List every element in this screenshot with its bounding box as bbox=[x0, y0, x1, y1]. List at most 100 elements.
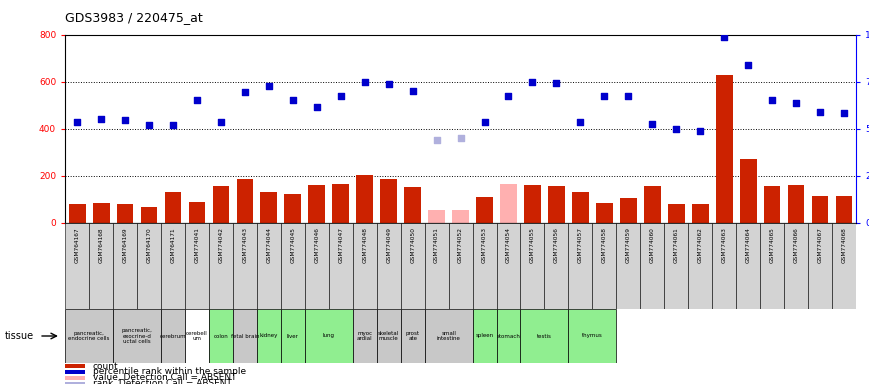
Text: GSM774058: GSM774058 bbox=[602, 227, 607, 263]
Text: prost
ate: prost ate bbox=[406, 331, 420, 341]
Text: thymus: thymus bbox=[582, 333, 603, 339]
Text: rank, Detection Call = ABSENT: rank, Detection Call = ABSENT bbox=[93, 379, 232, 384]
Bar bbox=[521, 223, 545, 309]
Bar bbox=[784, 223, 808, 309]
Text: GSM774046: GSM774046 bbox=[315, 227, 319, 263]
Text: myoc
ardial: myoc ardial bbox=[357, 331, 373, 341]
Text: GSM774051: GSM774051 bbox=[434, 227, 439, 263]
Bar bbox=[161, 223, 185, 309]
Bar bbox=[692, 204, 708, 223]
Bar bbox=[189, 202, 205, 223]
Point bbox=[549, 80, 563, 86]
Bar bbox=[233, 309, 257, 363]
Bar bbox=[332, 184, 349, 223]
Bar bbox=[401, 309, 425, 363]
Point bbox=[454, 135, 468, 141]
Text: cerebrum: cerebrum bbox=[160, 333, 186, 339]
Bar bbox=[137, 223, 161, 309]
Bar bbox=[548, 186, 565, 223]
Text: GSM774057: GSM774057 bbox=[578, 227, 583, 263]
Bar bbox=[716, 74, 733, 223]
Point bbox=[621, 93, 635, 99]
Bar bbox=[65, 364, 85, 368]
Point bbox=[406, 88, 420, 94]
Text: count: count bbox=[93, 362, 118, 371]
Bar bbox=[664, 223, 688, 309]
Text: GSM774062: GSM774062 bbox=[698, 227, 703, 263]
Bar bbox=[832, 223, 856, 309]
Bar bbox=[209, 223, 233, 309]
Bar bbox=[353, 309, 376, 363]
Text: GDS3983 / 220475_at: GDS3983 / 220475_at bbox=[65, 12, 203, 25]
Bar bbox=[496, 223, 521, 309]
Bar bbox=[213, 186, 229, 223]
Point bbox=[789, 100, 803, 106]
Text: spleen: spleen bbox=[475, 333, 494, 339]
Text: GSM774060: GSM774060 bbox=[650, 227, 654, 263]
Text: GSM764167: GSM764167 bbox=[75, 227, 80, 263]
Bar bbox=[65, 382, 85, 384]
Bar bbox=[473, 223, 496, 309]
Text: GSM774043: GSM774043 bbox=[242, 227, 248, 263]
Point bbox=[693, 128, 707, 134]
Point bbox=[166, 122, 180, 128]
Bar bbox=[161, 309, 185, 363]
Point bbox=[286, 98, 300, 104]
Point bbox=[94, 116, 108, 122]
Text: GSM774055: GSM774055 bbox=[530, 227, 535, 263]
Point bbox=[70, 119, 84, 125]
Text: GSM764170: GSM764170 bbox=[147, 227, 151, 263]
Bar bbox=[808, 223, 832, 309]
Text: GSM774053: GSM774053 bbox=[482, 227, 487, 263]
Bar bbox=[305, 223, 328, 309]
Text: fetal brain: fetal brain bbox=[230, 333, 259, 339]
Bar bbox=[281, 309, 305, 363]
Text: percentile rank within the sample: percentile rank within the sample bbox=[93, 367, 246, 376]
Bar bbox=[185, 309, 209, 363]
Text: tissue: tissue bbox=[4, 331, 34, 341]
Point bbox=[717, 34, 731, 40]
Text: GSM774052: GSM774052 bbox=[458, 227, 463, 263]
Bar bbox=[376, 309, 401, 363]
Point bbox=[358, 79, 372, 85]
Point bbox=[238, 89, 252, 95]
Bar bbox=[668, 204, 685, 223]
Bar bbox=[425, 309, 473, 363]
Bar bbox=[113, 223, 137, 309]
Bar bbox=[736, 223, 760, 309]
Point bbox=[118, 118, 132, 124]
Point bbox=[334, 93, 348, 99]
Bar bbox=[209, 309, 233, 363]
Bar bbox=[401, 223, 425, 309]
Bar bbox=[452, 210, 469, 223]
Text: GSM764169: GSM764169 bbox=[123, 227, 128, 263]
Bar bbox=[93, 203, 109, 223]
Bar bbox=[640, 223, 664, 309]
Bar bbox=[521, 309, 568, 363]
Point bbox=[574, 119, 587, 125]
Bar bbox=[593, 223, 616, 309]
Text: GSM774066: GSM774066 bbox=[793, 227, 799, 263]
Bar bbox=[381, 179, 397, 223]
Point bbox=[741, 62, 755, 68]
Bar bbox=[257, 309, 281, 363]
Bar bbox=[356, 174, 373, 223]
Bar bbox=[476, 197, 493, 223]
Bar bbox=[90, 223, 113, 309]
Bar bbox=[65, 309, 113, 363]
Bar bbox=[496, 309, 521, 363]
Bar bbox=[425, 223, 448, 309]
Text: GSM774054: GSM774054 bbox=[506, 227, 511, 263]
Bar bbox=[164, 192, 182, 223]
Bar bbox=[713, 223, 736, 309]
Text: GSM774061: GSM774061 bbox=[673, 227, 679, 263]
Text: testis: testis bbox=[537, 333, 552, 339]
Point bbox=[429, 137, 443, 144]
Bar bbox=[236, 179, 253, 223]
Text: skeletal
muscle: skeletal muscle bbox=[378, 331, 399, 341]
Text: cerebell
um: cerebell um bbox=[186, 331, 208, 341]
Text: GSM774063: GSM774063 bbox=[721, 227, 726, 263]
Bar bbox=[596, 203, 613, 223]
Text: GSM774064: GSM774064 bbox=[746, 227, 751, 263]
Text: GSM774056: GSM774056 bbox=[554, 227, 559, 263]
